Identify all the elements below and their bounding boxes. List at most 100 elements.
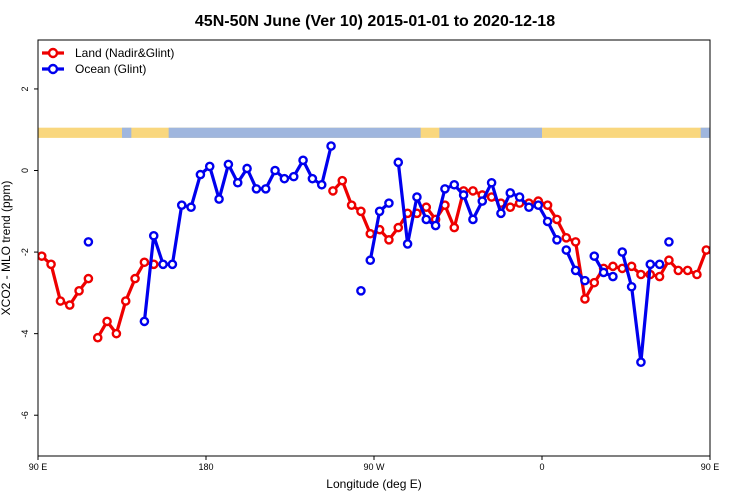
y-axis-label: XCO2 - MLO trend (ppm) (0, 181, 13, 316)
data-point (356, 206, 366, 217)
data-point (580, 294, 590, 304)
data-point (346, 200, 357, 210)
data-point (393, 157, 404, 168)
data-point (130, 273, 140, 284)
data-point (580, 275, 590, 286)
data-point (692, 269, 702, 280)
legend: Land (Nadir&Glint) Ocean (Glint) (42, 46, 174, 76)
legend-label: Land (Nadir&Glint) (75, 46, 174, 60)
data-point (102, 316, 112, 327)
chart-title: 45N-50N June (Ver 10) 2015-01-01 to 2020… (195, 13, 555, 30)
data-point (468, 186, 478, 196)
data-point (384, 198, 394, 208)
data-point (496, 208, 506, 219)
legend-item-land: Land (Nadir&Glint) (42, 46, 174, 60)
data-point (608, 271, 618, 282)
series-line (620, 251, 660, 364)
data-point (251, 184, 262, 194)
series-line (142, 145, 333, 322)
data-point (608, 261, 618, 272)
data-point (298, 155, 308, 166)
land-sea-strip (38, 127, 710, 138)
data-point (552, 214, 562, 225)
ocean-band (168, 127, 421, 138)
data-point (158, 259, 168, 270)
data-point (83, 273, 94, 284)
data-point (468, 214, 478, 225)
data-point (326, 141, 336, 151)
x-axis: 90 E 180 90 W 0 90 E (29, 456, 720, 472)
data-point (74, 286, 84, 296)
data-point (83, 237, 94, 247)
y-tick-label: -4 (20, 330, 30, 338)
data-point (120, 296, 131, 306)
data-point (64, 300, 75, 310)
data-point (384, 235, 394, 245)
data-point (712, 253, 719, 260)
data-point (55, 296, 66, 306)
data-point (148, 230, 159, 241)
data-point (393, 222, 404, 233)
data-point (270, 165, 280, 176)
data-point (570, 237, 581, 247)
x-axis-label: Longitude (deg E) (326, 477, 421, 491)
y-tick-label: 0 (20, 168, 30, 173)
data-point (402, 239, 413, 249)
legend-label: Ocean (Glint) (75, 62, 146, 76)
data-point (682, 265, 693, 276)
data-point (626, 261, 637, 272)
data-point (626, 281, 637, 292)
data-point (664, 237, 674, 247)
data-point (430, 220, 441, 231)
data-point (440, 184, 450, 194)
data-point (223, 159, 234, 170)
data-point (589, 277, 600, 288)
data-point (365, 255, 376, 266)
x-tick-label: 0 (539, 462, 544, 472)
ocean-band (122, 127, 132, 138)
data-point (664, 255, 674, 266)
data-point (740, 301, 747, 308)
data-point (139, 316, 150, 327)
data-point (214, 194, 224, 204)
data-point (204, 161, 215, 172)
data-point (740, 261, 747, 268)
data-point (712, 318, 719, 325)
data-point (337, 175, 348, 186)
data-point (721, 232, 728, 239)
data-point (111, 328, 122, 339)
data-point (279, 173, 290, 184)
x-tick-label: 90 E (701, 462, 720, 472)
ocean-band (439, 127, 542, 138)
data-point (561, 233, 572, 243)
y-tick-label: 2 (20, 86, 30, 91)
data-point (232, 177, 243, 188)
data-point (356, 286, 366, 296)
series-ocean (83, 141, 747, 367)
data-point (421, 214, 432, 225)
data-point (524, 202, 534, 213)
x-tick-label: 180 (198, 462, 213, 472)
data-point (505, 202, 516, 213)
legend-swatch-marker (47, 47, 59, 59)
x-tick-label: 90 W (363, 462, 385, 472)
data-point (721, 261, 728, 268)
data-point (598, 267, 609, 278)
data-point (505, 188, 516, 198)
data-point (589, 251, 600, 261)
data-point (365, 228, 376, 239)
data-point (139, 257, 150, 268)
data-point (561, 245, 572, 255)
x-tick-label: 90 E (29, 462, 48, 472)
data-point (486, 177, 497, 188)
data-point (186, 202, 196, 213)
data-point (731, 261, 738, 268)
data-point (92, 332, 103, 343)
data-point (617, 247, 628, 257)
data-point (731, 297, 738, 304)
data-point (449, 222, 460, 233)
data-point (552, 235, 562, 245)
data-point (195, 169, 206, 180)
data-point (374, 206, 385, 217)
